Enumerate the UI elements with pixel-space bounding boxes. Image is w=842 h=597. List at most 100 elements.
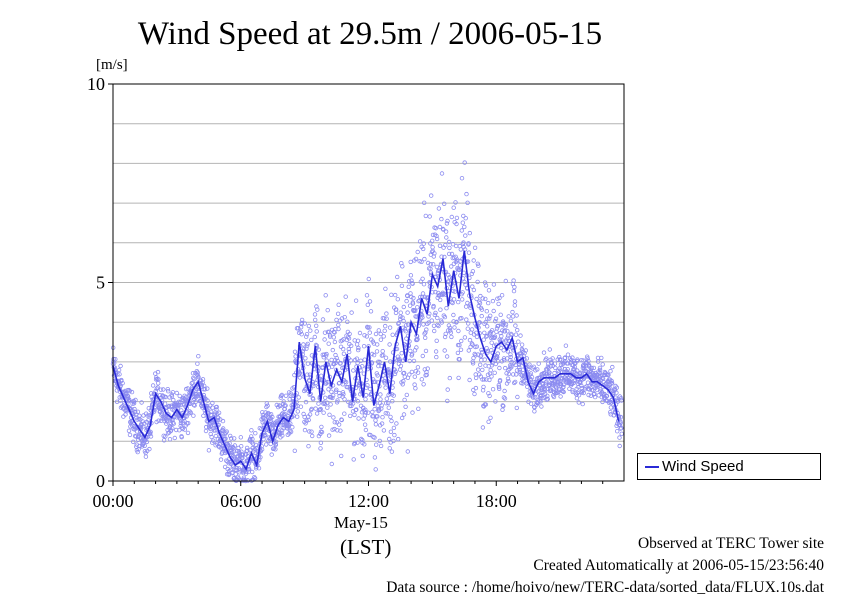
sample-point — [165, 389, 171, 394]
sample-point — [617, 443, 622, 449]
sample-point — [188, 410, 193, 415]
sample-point — [448, 328, 453, 333]
sample-point — [462, 335, 468, 340]
sample-point — [439, 254, 444, 259]
sample-point — [569, 357, 574, 363]
sample-point — [169, 394, 175, 399]
sample-point — [156, 418, 161, 423]
sample-point — [542, 371, 547, 376]
sample-point — [120, 381, 125, 386]
sample-point — [364, 334, 369, 339]
sample-point — [450, 300, 455, 306]
sample-point — [391, 438, 396, 444]
sample-point — [322, 401, 327, 407]
sample-point — [610, 364, 615, 370]
sample-point — [433, 349, 439, 354]
sample-point — [389, 449, 395, 454]
sample-point — [406, 279, 412, 284]
sample-point — [503, 322, 509, 327]
footer-site: Observed at TERC Tower site — [637, 535, 824, 552]
sample-point — [434, 264, 440, 270]
sample-point — [523, 348, 528, 353]
sample-point — [144, 439, 150, 445]
sample-point — [483, 402, 488, 407]
sample-point — [297, 375, 303, 380]
sample-point — [538, 399, 543, 404]
sample-point — [384, 401, 389, 406]
sample-point — [439, 216, 444, 222]
sample-point — [121, 414, 126, 419]
sample-point — [506, 379, 511, 384]
sample-point — [431, 262, 436, 267]
sample-point — [484, 333, 490, 339]
sample-point — [393, 369, 398, 374]
sample-point — [482, 357, 487, 362]
sample-point — [232, 443, 238, 448]
sample-point — [422, 200, 427, 205]
sample-point — [413, 308, 418, 313]
sample-point — [195, 370, 200, 375]
sample-point — [352, 440, 358, 446]
sample-point — [423, 330, 428, 335]
sample-point — [238, 435, 243, 440]
sample-point — [451, 297, 457, 302]
sample-point — [434, 233, 439, 239]
sample-point — [354, 356, 360, 361]
sample-point — [175, 404, 181, 409]
sample-point — [335, 428, 340, 433]
sample-point — [359, 436, 364, 442]
sample-point — [368, 309, 374, 314]
sample-point — [210, 400, 215, 406]
sample-point — [459, 316, 464, 321]
sample-point — [558, 394, 563, 399]
sample-point — [342, 397, 347, 402]
sample-point — [273, 439, 279, 444]
sample-point — [416, 406, 421, 411]
sample-point — [512, 299, 518, 304]
sample-point — [500, 407, 505, 412]
sample-point — [451, 319, 456, 324]
sample-point — [445, 398, 450, 404]
sample-point — [425, 366, 430, 371]
sample-point — [147, 431, 153, 437]
sample-point — [511, 288, 517, 294]
sample-point — [531, 395, 536, 400]
legend: Wind Speed — [637, 453, 821, 480]
sample-point — [472, 245, 478, 250]
sample-point — [415, 370, 421, 375]
sample-point — [470, 361, 476, 366]
sample-point — [296, 395, 301, 400]
sample-point — [609, 381, 614, 386]
sample-point — [380, 349, 385, 354]
sample-point — [184, 414, 189, 419]
sample-point — [292, 448, 297, 453]
sample-point — [217, 442, 222, 447]
sample-point — [192, 403, 197, 408]
sample-point — [442, 314, 448, 320]
sample-point — [435, 322, 440, 328]
sample-point — [234, 465, 240, 471]
sample-point — [506, 314, 511, 319]
sample-point — [611, 413, 617, 418]
sample-point — [354, 407, 359, 412]
sample-point — [399, 351, 404, 356]
sample-point — [310, 433, 315, 439]
sample-point — [214, 404, 219, 410]
sample-point — [447, 245, 452, 251]
sample-point — [320, 317, 326, 322]
sample-point — [327, 333, 333, 338]
sample-point — [458, 347, 464, 352]
sample-point — [552, 361, 558, 366]
sample-point — [595, 384, 600, 389]
sample-point — [413, 256, 419, 262]
sample-point — [319, 424, 324, 430]
sample-point — [193, 399, 198, 404]
sample-point — [495, 351, 500, 356]
sample-point — [360, 364, 365, 369]
sample-point — [203, 428, 209, 434]
sample-point — [170, 390, 176, 395]
sample-point — [372, 407, 377, 412]
sample-point — [280, 433, 285, 438]
sample-point — [592, 394, 598, 400]
sample-point — [331, 415, 336, 420]
